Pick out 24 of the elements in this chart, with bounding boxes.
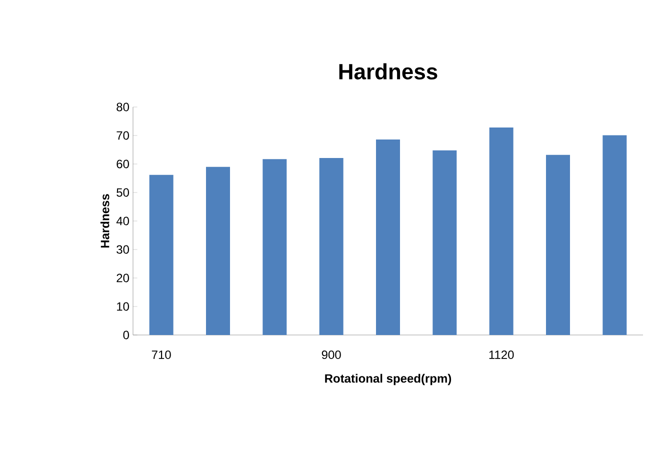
- y-tick-label: 80: [116, 102, 130, 112]
- y-tick-label: 40: [116, 216, 130, 226]
- bar: [262, 159, 287, 335]
- x-tick-label: 710: [152, 350, 171, 360]
- bar: [546, 154, 570, 335]
- bar: [319, 158, 344, 335]
- y-tick-label: 30: [116, 245, 130, 254]
- x-axis-title: Rotational speed(rpm): [325, 374, 452, 386]
- bar: [206, 166, 230, 335]
- bar: [489, 128, 514, 335]
- bar: [149, 174, 174, 335]
- bar: [376, 139, 400, 335]
- y-tick-label: 0: [123, 330, 130, 340]
- y-tick-label: 10: [117, 302, 130, 311]
- y-tick-label: 60: [116, 160, 130, 168]
- bar: [432, 150, 457, 335]
- x-tick-label: 900: [322, 350, 341, 360]
- x-tick-label: 1120: [489, 350, 514, 360]
- y-tick-label: 70: [116, 131, 130, 140]
- chart-title: Hardness: [339, 63, 438, 80]
- y-axis-title: Hardness: [100, 194, 110, 248]
- y-tick-label: 50: [116, 188, 130, 197]
- y-tick-label: 20: [116, 274, 130, 282]
- bar: [602, 135, 627, 335]
